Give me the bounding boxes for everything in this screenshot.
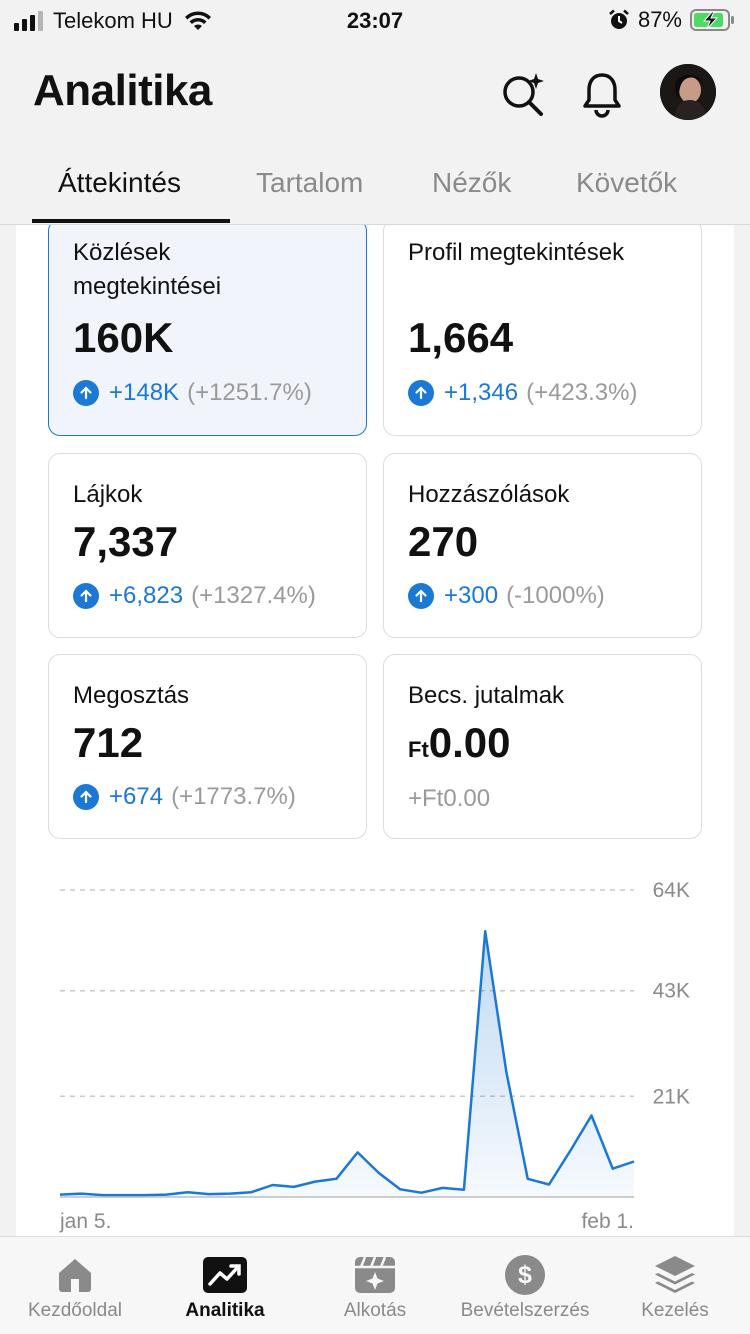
analytics-icon xyxy=(203,1257,247,1293)
metric-delta: +148K (+1251.7%) xyxy=(73,379,312,407)
y-tick-label: 43K xyxy=(653,980,690,1003)
metric-value: 160K xyxy=(73,314,174,361)
ai-search-button[interactable] xyxy=(497,68,549,120)
avatar[interactable] xyxy=(660,64,716,120)
metric-card-shares[interactable]: Megosztás 712 +674 (+1773.7%) xyxy=(48,654,367,839)
svg-text:$: $ xyxy=(518,1261,532,1289)
nav-item-monetization[interactable]: $ Bevételszerzés xyxy=(450,1237,600,1334)
x-tick-label-end: feb 1. xyxy=(581,1210,634,1233)
post-views-chart[interactable]: 64K 43K 21K jan 5. feb 1. xyxy=(16,865,734,1236)
metric-label: Profil megtekintések xyxy=(408,239,625,266)
tab-viewers[interactable]: Nézők xyxy=(432,167,512,198)
currency-symbol: Ft xyxy=(408,737,429,762)
y-tick-label: 64K xyxy=(653,879,690,902)
arrow-up-icon xyxy=(408,380,434,406)
tab-bar: Áttekintés Tartalom Nézők Követők xyxy=(0,155,750,225)
metric-label: Közlések megtekintései xyxy=(73,239,222,300)
metric-card-comments[interactable]: Hozzászólások 270 +300 (-1000%) xyxy=(383,453,702,638)
metric-delta: +1,346 (+423.3%) xyxy=(408,379,637,407)
metric-delta: +674 (+1773.7%) xyxy=(73,783,296,811)
alarm-icon xyxy=(609,9,629,29)
metric-card-profile-views[interactable]: Profil megtekintések 1,664 +1,346 (+423.… xyxy=(383,225,702,436)
metric-value: 1,664 xyxy=(408,314,514,361)
tab-overview[interactable]: Áttekintés xyxy=(58,167,181,198)
page-title: Analitika xyxy=(33,66,212,115)
profile-photo xyxy=(660,64,716,120)
metric-delta: +6,823 (+1327.4%) xyxy=(73,582,316,610)
metric-card-likes[interactable]: Lájkok 7,337 +6,823 (+1327.4%) xyxy=(48,453,367,638)
create-icon xyxy=(355,1256,395,1293)
nav-item-home[interactable]: Kezdőoldal xyxy=(0,1237,150,1334)
chart-area-fill xyxy=(60,931,634,1197)
bottom-nav: Kezdőoldal Analitika Alkotás $ xyxy=(0,1236,750,1334)
metric-label: Hozzászólások xyxy=(408,481,570,508)
wifi-icon xyxy=(184,11,211,30)
metric-value: 270 xyxy=(408,518,479,565)
metric-card-rewards[interactable]: Becs. jutalmak Ft0.00 +Ft0.00 xyxy=(383,654,702,839)
overview-content: Közlések megtekintései 160K +148K (+1251… xyxy=(16,225,734,1236)
arrow-up-icon xyxy=(73,784,99,810)
dollar-icon: $ xyxy=(505,1255,545,1295)
metric-delta: +300 (-1000%) xyxy=(408,582,605,610)
tab-content[interactable]: Tartalom xyxy=(256,167,364,198)
x-tick-label-start: jan 5. xyxy=(59,1210,111,1233)
notifications-button[interactable] xyxy=(576,68,628,120)
y-tick-label: 21K xyxy=(653,1085,690,1108)
metric-value: 712 xyxy=(73,719,144,766)
metric-label: Megosztás xyxy=(73,682,190,709)
metric-card-post-views[interactable]: Közlések megtekintései 160K +148K (+1251… xyxy=(48,225,367,436)
carrier-name: Telekom HU xyxy=(53,8,173,33)
tab-followers[interactable]: Követők xyxy=(576,167,678,198)
arrow-up-icon xyxy=(73,380,99,406)
metric-label: Lájkok xyxy=(73,481,143,508)
home-icon xyxy=(59,1259,91,1292)
clock: 23:07 xyxy=(346,8,404,33)
battery-charging-icon xyxy=(690,9,734,31)
search-sparkle-icon xyxy=(503,73,544,116)
metric-value: Ft0.00 xyxy=(408,719,511,766)
chart-series-line xyxy=(59,930,635,1197)
layers-icon xyxy=(655,1256,695,1293)
status-bar: Telekom HU 23:07 87% xyxy=(0,0,750,44)
nav-item-create[interactable]: Alkotás xyxy=(300,1237,450,1334)
active-tab-indicator xyxy=(32,219,230,223)
arrow-up-icon xyxy=(73,583,99,609)
nav-item-manage[interactable]: Kezelés xyxy=(600,1237,750,1334)
metric-delta: +Ft0.00 xyxy=(408,785,491,812)
cellular-signal-icon xyxy=(14,11,43,31)
bell-icon xyxy=(583,73,621,118)
header: Analitika xyxy=(0,58,750,128)
metric-value: 7,337 xyxy=(73,518,179,565)
metric-label: Becs. jutalmak xyxy=(408,682,565,709)
nav-item-analytics[interactable]: Analitika xyxy=(150,1237,300,1334)
battery-percent: 87% xyxy=(637,7,682,32)
arrow-up-icon xyxy=(408,583,434,609)
